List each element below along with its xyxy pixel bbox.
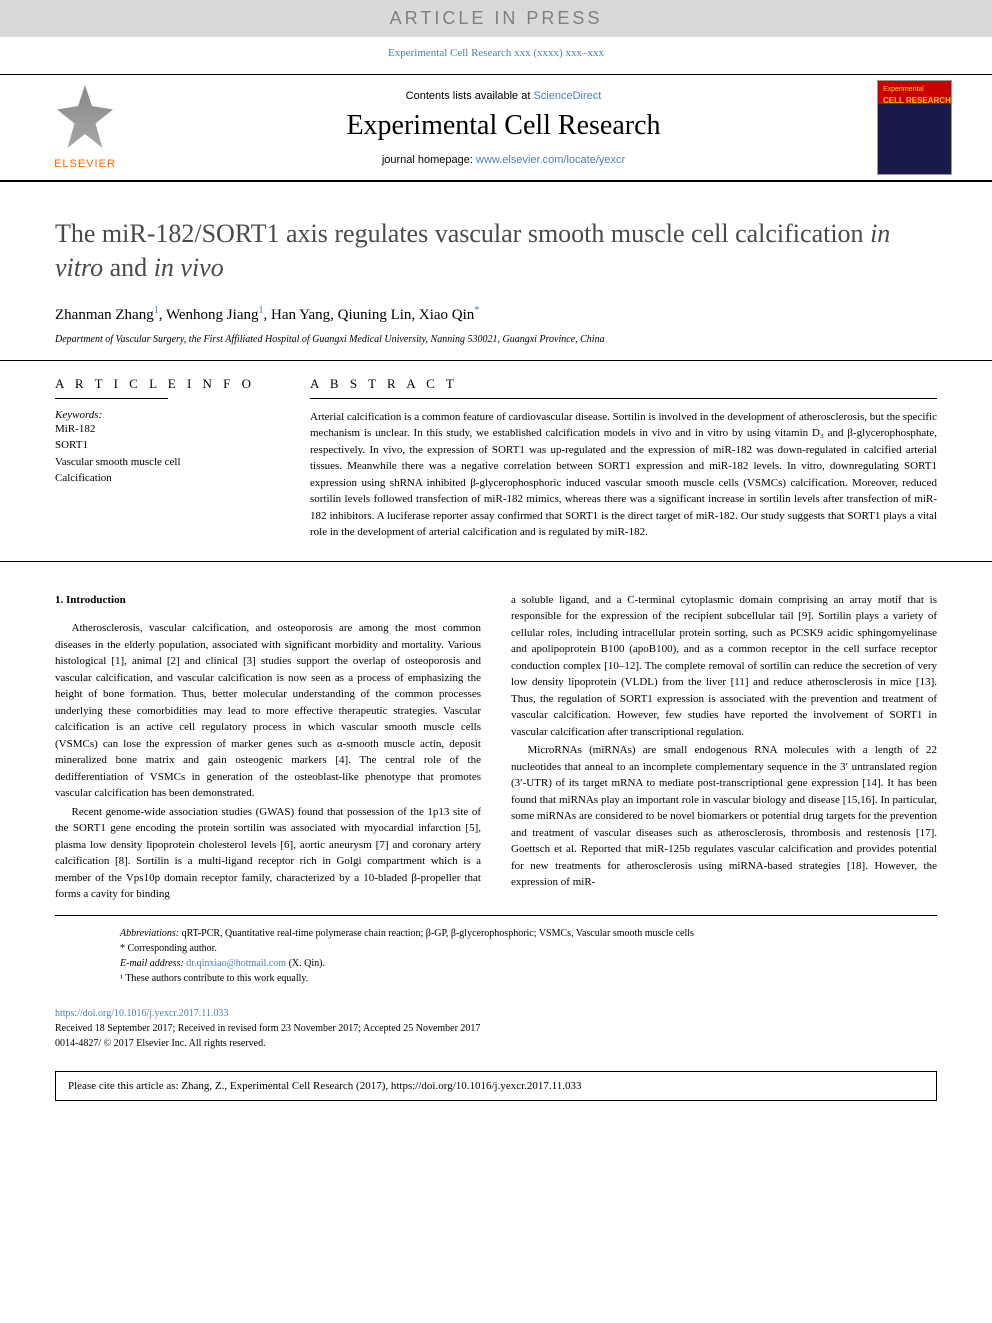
elsevier-logo: ELSEVIER <box>40 80 130 175</box>
body-section: 1. Introduction Atherosclerosis, vascula… <box>0 562 992 915</box>
author-corresp-sup: * <box>474 305 479 316</box>
elsevier-label: ELSEVIER <box>54 158 116 170</box>
article-in-press-banner: ARTICLE IN PRESS <box>0 0 992 37</box>
email-label: E-mail address: <box>120 958 186 969</box>
body-para-2: Recent genome-wide association studies (… <box>55 804 481 903</box>
info-abstract-section: A R T I C L E I N F O Keywords: MiR-182 … <box>0 360 992 562</box>
keywords-label: Keywords: <box>55 409 280 421</box>
journal-cover-thumbnail: Experimental CELL RESEARCH <box>877 80 952 175</box>
title-italic-2: in vivo <box>154 253 224 282</box>
doi-block: https://doi.org/10.1016/j.yexcr.2017.11.… <box>0 996 992 1056</box>
copyright-line: 0014-4827/ © 2017 Elsevier Inc. All righ… <box>55 1036 937 1051</box>
email-suffix: (X. Qin). <box>286 958 325 969</box>
authors-line: Zhanman Zhang1, Wenhong Jiang1, Han Yang… <box>0 295 992 329</box>
contents-prefix: Contents lists available at <box>406 90 534 102</box>
title-mid: and <box>103 253 154 282</box>
author-2: , Wenhong Jiang <box>159 307 259 323</box>
doi-link[interactable]: https://doi.org/10.1016/j.yexcr.2017.11.… <box>55 1008 228 1019</box>
abbreviations-line: Abbreviations: qRT-PCR, Quantitative rea… <box>110 926 882 941</box>
contents-line: Contents lists available at ScienceDirec… <box>130 90 877 102</box>
received-line: Received 18 September 2017; Received in … <box>55 1021 937 1036</box>
equal-contribution-line: ¹ These authors contribute to this work … <box>110 971 882 986</box>
keyword-2: SORT1 <box>55 437 280 454</box>
section-1-heading: 1. Introduction <box>55 592 481 609</box>
affiliation: Department of Vascular Surgery, the Firs… <box>0 329 992 360</box>
journal-name: Experimental Cell Research <box>130 110 877 142</box>
elsevier-tree-icon <box>50 85 120 155</box>
body-para-3: a soluble ligand, and a C-terminal cytop… <box>511 592 937 741</box>
abstract-heading: A B S T R A C T <box>310 376 937 392</box>
journal-ref-line: Experimental Cell Research xxx (xxxx) xx… <box>0 37 992 74</box>
article-info-block: A R T I C L E I N F O Keywords: MiR-182 … <box>55 361 295 561</box>
body-para-1: Atherosclerosis, vascular calcification,… <box>55 620 481 802</box>
body-column-left: 1. Introduction Atherosclerosis, vascula… <box>55 592 481 905</box>
corresponding-author-line: * Corresponding author. <box>110 941 882 956</box>
homepage-prefix: journal homepage: <box>382 154 476 166</box>
journal-header: ELSEVIER Contents lists available at Sci… <box>0 74 992 182</box>
body-column-right: a soluble ligand, and a C-terminal cytop… <box>511 592 937 905</box>
authors-rest: , Han Yang, Qiuning Lin, Xiao Qin <box>263 307 474 323</box>
title-section: The miR-182/SORT1 axis regulates vascula… <box>0 182 992 295</box>
article-info-heading: A R T I C L E I N F O <box>55 376 280 392</box>
header-center: Contents lists available at ScienceDirec… <box>130 90 877 166</box>
abbrev-label: Abbreviations: <box>120 928 179 939</box>
homepage-line: journal homepage: www.elsevier.com/locat… <box>130 154 877 166</box>
keyword-4: Calcification <box>55 470 280 487</box>
abbrev-text: qRT-PCR, Quantitative real-time polymera… <box>179 928 694 939</box>
info-divider <box>55 398 168 399</box>
sciencedirect-link[interactable]: ScienceDirect <box>533 90 601 102</box>
homepage-link[interactable]: www.elsevier.com/locate/yexcr <box>476 154 625 166</box>
author-1: Zhanman Zhang <box>55 307 154 323</box>
title-prefix: The miR-182/SORT1 axis regulates vascula… <box>55 219 870 248</box>
body-para-4: MicroRNAs (miRNAs) are small endogenous … <box>511 742 937 891</box>
cover-text-2: CELL RESEARCH <box>883 96 951 105</box>
abstract-text: Arterial calcification is a common featu… <box>310 409 937 541</box>
email-link[interactable]: dr.qinxiao@hotmail.com <box>186 958 286 969</box>
cover-text-1: Experimental <box>883 86 924 93</box>
abstract-block: A B S T R A C T Arterial calcification i… <box>295 361 937 561</box>
article-title: The miR-182/SORT1 axis regulates vascula… <box>55 217 937 285</box>
cite-box: Please cite this article as: Zhang, Z., … <box>55 1071 937 1101</box>
keyword-1: MiR-182 <box>55 421 280 438</box>
footer-section: Abbreviations: qRT-PCR, Quantitative rea… <box>55 915 937 996</box>
abstract-divider <box>310 398 937 399</box>
email-line: E-mail address: dr.qinxiao@hotmail.com (… <box>110 956 882 971</box>
keyword-3: Vascular smooth muscle cell <box>55 454 280 471</box>
